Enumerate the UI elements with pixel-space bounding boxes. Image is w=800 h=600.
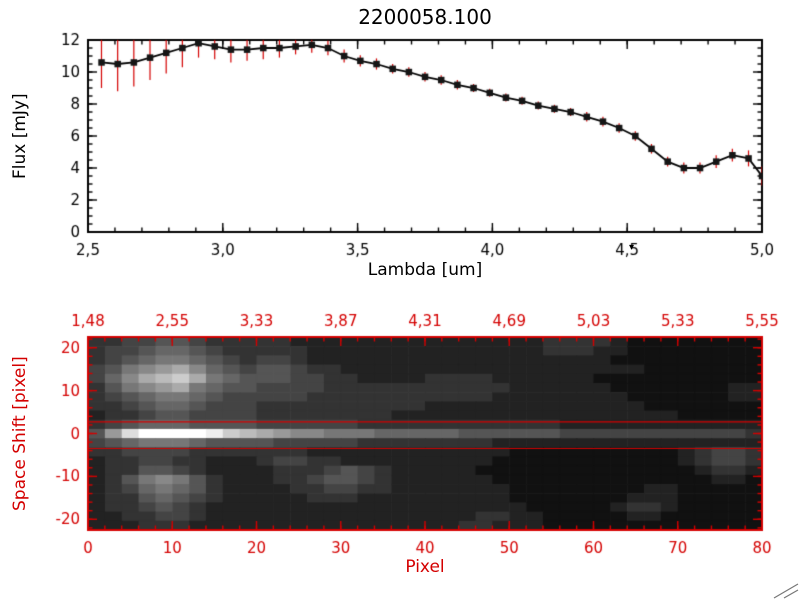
space-shift-axis-label: Space Shift [pixel]: [10, 356, 30, 511]
cursor-marker-icon: ▾: [629, 242, 635, 253]
flux-axis-label: Flux [mJy]: [10, 93, 30, 179]
pixel-axis-label: Pixel: [405, 557, 445, 577]
lambda-axis-label: Lambda [um]: [367, 260, 483, 280]
chart-title: 2200058.100: [358, 5, 492, 29]
resize-grip-icon[interactable]: [771, 582, 799, 599]
